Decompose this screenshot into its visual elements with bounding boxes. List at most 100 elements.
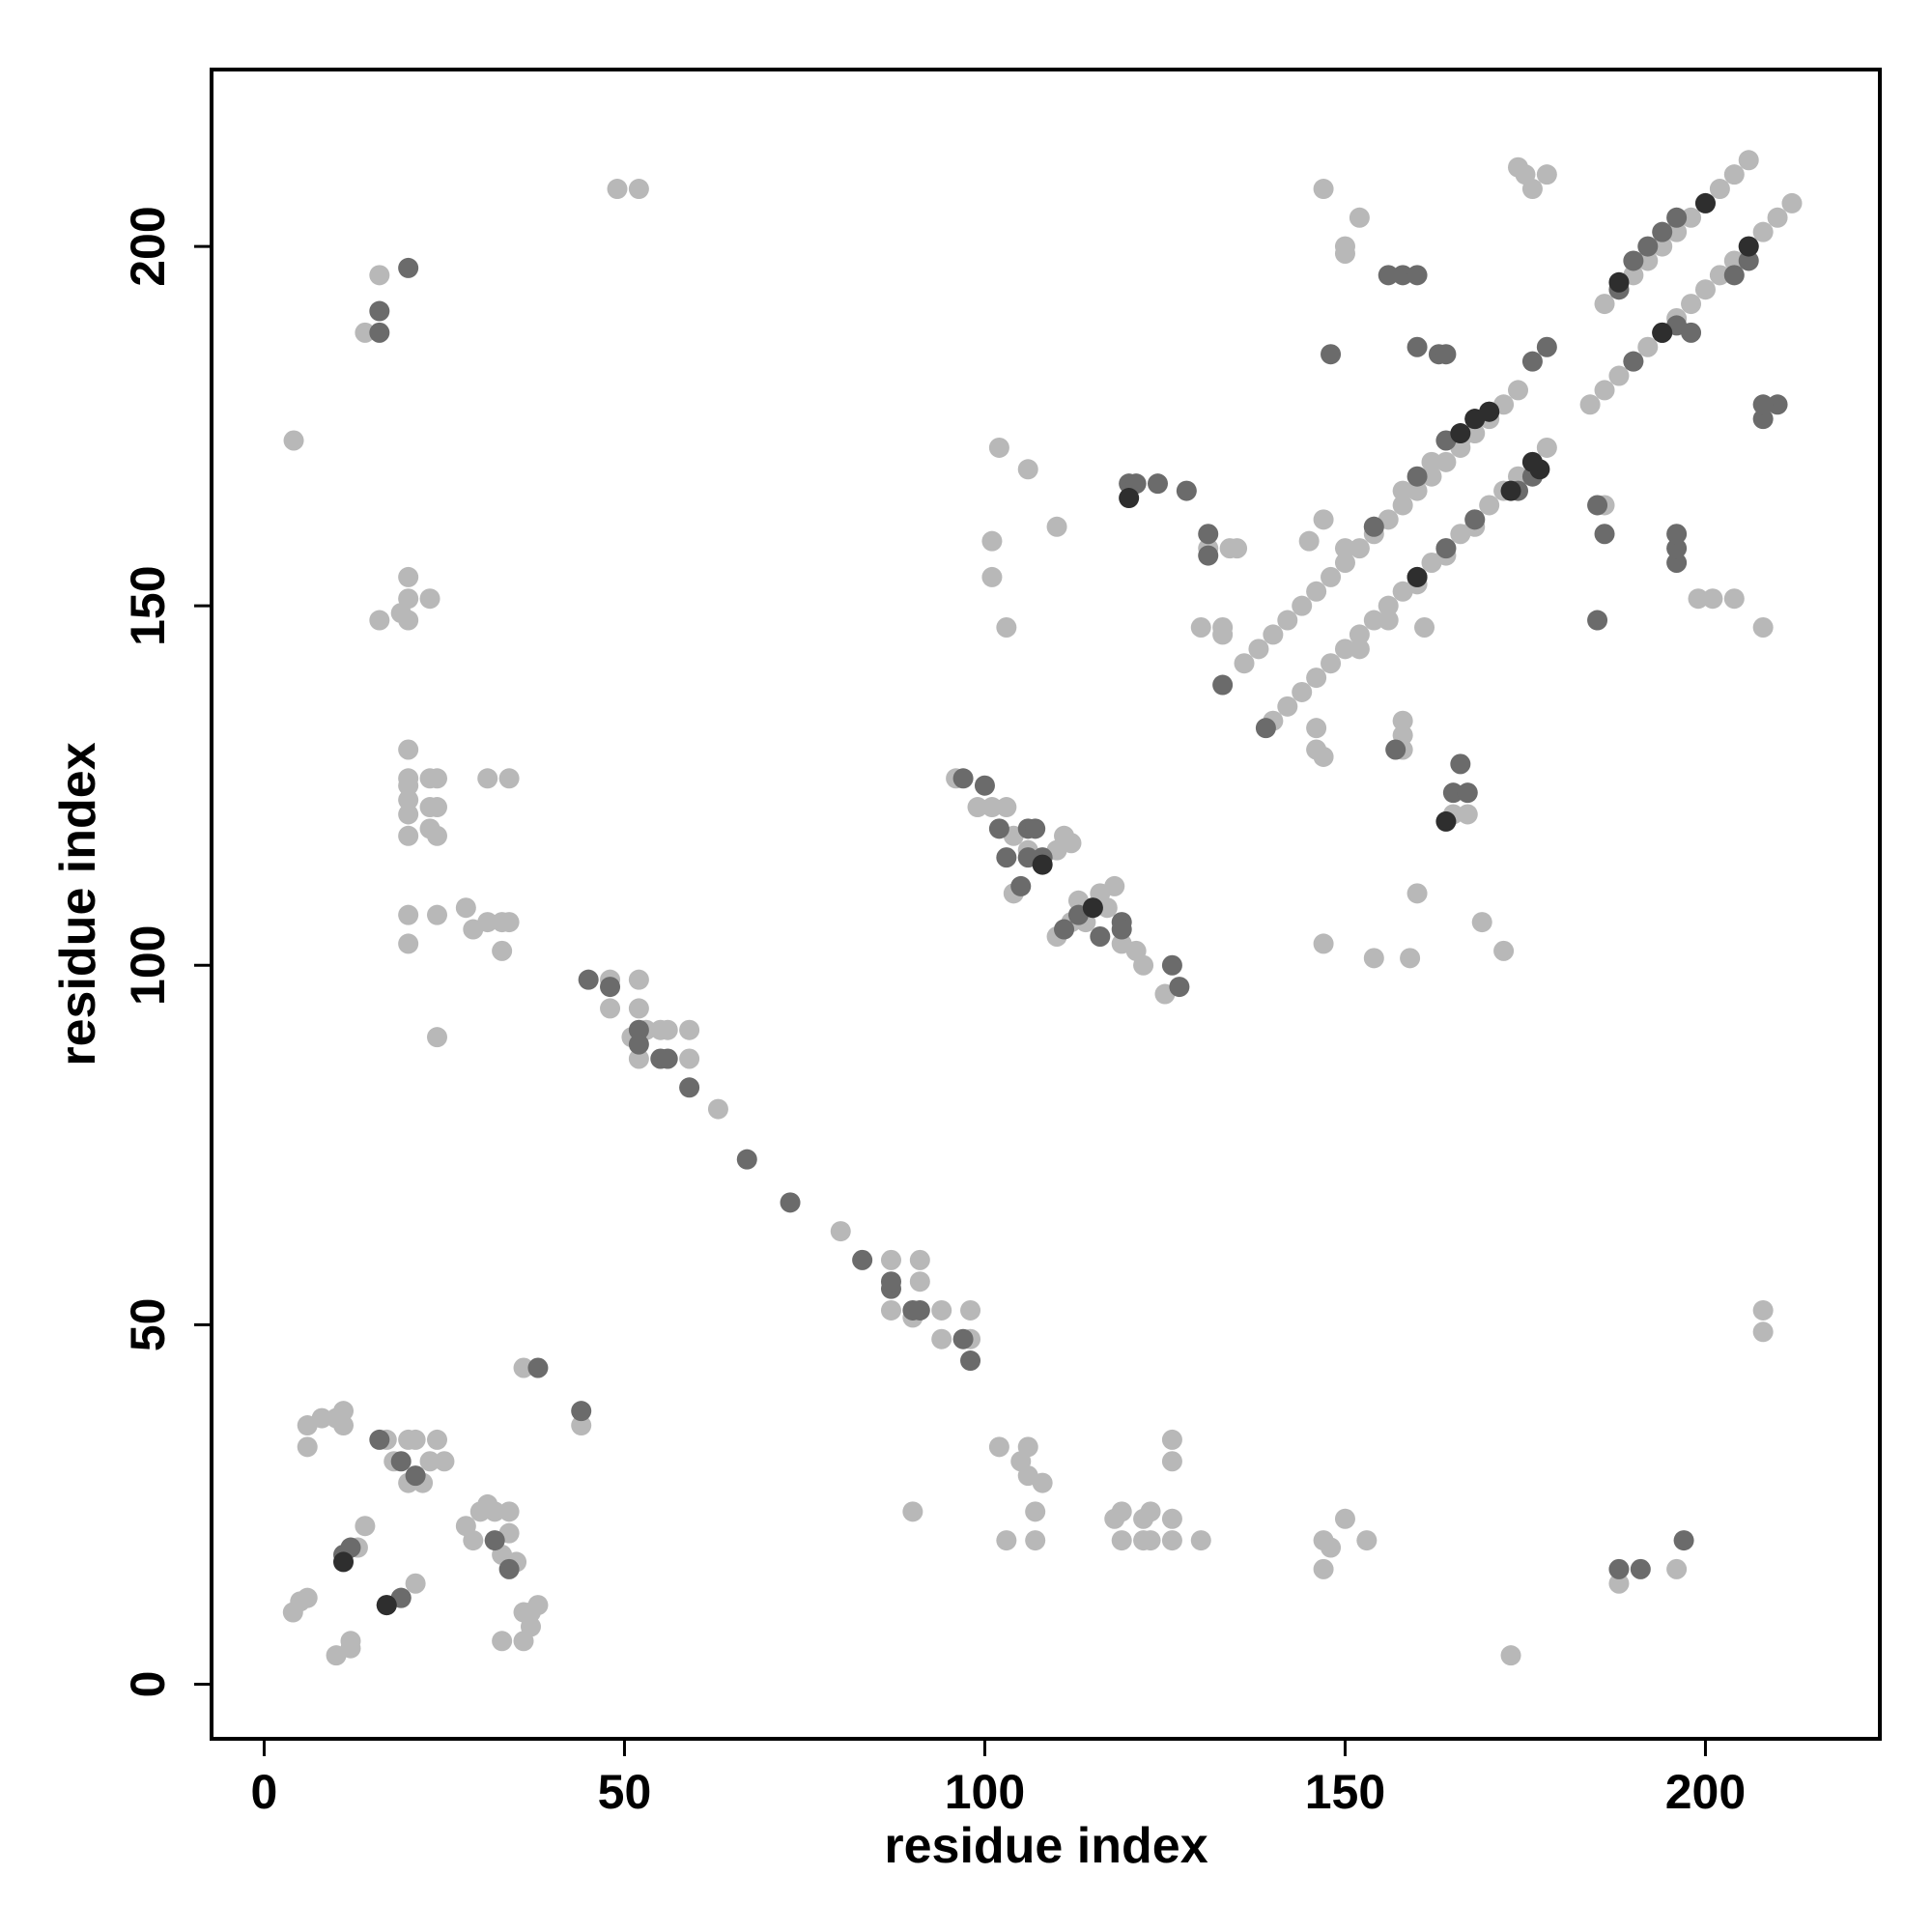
contact-point (1637, 250, 1659, 271)
contact-point (996, 847, 1017, 868)
contact-point (1594, 524, 1615, 545)
contact-point (1681, 294, 1702, 315)
contact-point (398, 775, 419, 796)
contact-point (1334, 553, 1355, 574)
contact-point (1025, 1530, 1046, 1551)
contact-point (1508, 380, 1529, 401)
contact-point (1723, 250, 1745, 271)
contact-point (1435, 344, 1457, 365)
contact-point (1623, 351, 1644, 372)
contact-point (852, 1249, 873, 1270)
contact-point (1400, 948, 1421, 969)
contact-point (1212, 674, 1234, 696)
contact-point (1090, 925, 1111, 947)
y-tick-label: 150 (121, 565, 175, 645)
contact-point (1666, 207, 1688, 228)
contact-point (1450, 753, 1471, 775)
contact-point (1709, 265, 1730, 286)
contact-point (426, 768, 447, 789)
contact-point (1752, 409, 1774, 430)
contact-point (1263, 624, 1284, 645)
contact-point (1392, 710, 1413, 731)
y-tick-label: 100 (121, 925, 175, 1006)
contact-point (390, 1451, 412, 1472)
contact-point (628, 1019, 649, 1040)
contact-point (520, 1616, 541, 1637)
contact-point (1702, 588, 1723, 610)
contact-point (283, 430, 304, 451)
contact-point (909, 1299, 930, 1321)
contact-point (1334, 1508, 1355, 1529)
contact-point (1148, 473, 1169, 495)
contact-point (1752, 1321, 1774, 1343)
contact-point (1406, 480, 1428, 501)
contact-point (419, 588, 440, 610)
contact-point (398, 739, 419, 760)
contact-point (1479, 495, 1500, 516)
contact-point (1161, 954, 1182, 976)
contact-point (952, 1328, 974, 1350)
contact-point (1608, 271, 1630, 293)
contact-point (1321, 653, 1342, 674)
contact-point (369, 1429, 390, 1450)
contact-point (996, 616, 1017, 638)
contact-point (1536, 164, 1557, 185)
contact-point (1709, 179, 1730, 200)
contact-point (981, 566, 1003, 587)
contact-point (1025, 1501, 1046, 1522)
contact-point (1363, 948, 1384, 969)
contact-point (311, 1407, 332, 1429)
contact-point (1457, 804, 1478, 825)
x-axis-title: residue index (884, 1818, 1208, 1874)
contact-point (1738, 236, 1759, 257)
contact-point (426, 1429, 447, 1450)
contact-point (455, 897, 476, 919)
contact-point (960, 1299, 981, 1321)
y-tick-label: 0 (121, 1671, 175, 1698)
contact-point (1046, 516, 1067, 537)
contact-point (1493, 940, 1515, 961)
contact-point (988, 437, 1009, 458)
contact-point (498, 768, 520, 789)
contact-point (1637, 236, 1659, 257)
contact-point (600, 977, 621, 998)
contact-point (1681, 322, 1702, 343)
x-tick-label: 0 (251, 1765, 278, 1819)
contact-point (1061, 833, 1082, 854)
contact-point (1536, 336, 1557, 357)
contact-point (1334, 243, 1355, 265)
contact-point (1248, 639, 1269, 660)
contact-point (1521, 451, 1543, 472)
contact-point (498, 912, 520, 933)
y-axis-title: residue index (50, 742, 106, 1065)
contact-point (1652, 322, 1673, 343)
contact-point (1161, 1451, 1182, 1472)
contact-point (463, 1530, 484, 1551)
contact-point (952, 768, 974, 789)
contact-point (1442, 782, 1463, 804)
contact-point (1666, 553, 1688, 574)
contact-point (988, 1436, 1009, 1458)
contact-point (1392, 265, 1413, 286)
contact-point (398, 933, 419, 954)
contact-point (1292, 595, 1313, 616)
contact-point (527, 1357, 549, 1378)
contact-point (1190, 1530, 1211, 1551)
contact-point (1313, 1558, 1334, 1579)
contact-point (1630, 1558, 1651, 1579)
contact-point (333, 1551, 355, 1573)
contact-point (1190, 616, 1211, 638)
contact-point (1471, 912, 1492, 933)
contact-point (1464, 509, 1486, 530)
contact-point (1435, 451, 1457, 472)
contact-point (909, 1271, 930, 1293)
contact-point (1161, 1508, 1182, 1529)
contact-point (297, 1436, 318, 1458)
contact-point (1176, 480, 1197, 501)
contact-point (1608, 1558, 1630, 1579)
contact-point (1752, 221, 1774, 242)
contact-point (1421, 451, 1442, 472)
contact-point (628, 969, 649, 990)
contact-point (679, 1019, 700, 1040)
